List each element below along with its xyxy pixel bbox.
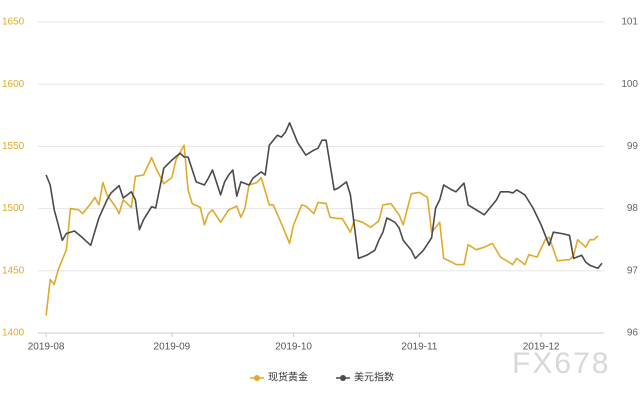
y-tick-label: 1400	[2, 328, 25, 339]
y-tick-label: 1450	[2, 265, 25, 276]
watermark: FX678	[512, 347, 610, 380]
y-tick-label: 1600	[2, 79, 25, 90]
x-tick-label: 2019-10	[275, 342, 312, 353]
legend-label: 美元指数	[354, 371, 394, 384]
y2-tick-label: 96	[627, 328, 639, 339]
series-line	[45, 144, 599, 316]
y-tick-label: 1650	[2, 17, 25, 28]
series-line	[45, 122, 603, 270]
y2-tick-label: 98	[627, 203, 639, 214]
x-tick-label: 2019-09	[154, 342, 191, 353]
x-tick-label: 2019-11	[401, 342, 437, 353]
y-tick-label: 1500	[2, 203, 25, 214]
legend-label: 现货黄金	[268, 371, 308, 384]
y2-tick-label: 100	[621, 79, 638, 90]
y2-tick-label: 97	[627, 265, 639, 276]
y2-tick-label: 101	[621, 17, 638, 28]
x-tick-label: 2019-08	[28, 342, 65, 353]
y-tick-label: 1550	[2, 141, 25, 152]
legend-dot	[340, 375, 346, 381]
legend-dot	[254, 375, 260, 381]
y2-tick-label: 99	[627, 141, 639, 152]
x-tick-label: 2019-12	[523, 342, 560, 353]
